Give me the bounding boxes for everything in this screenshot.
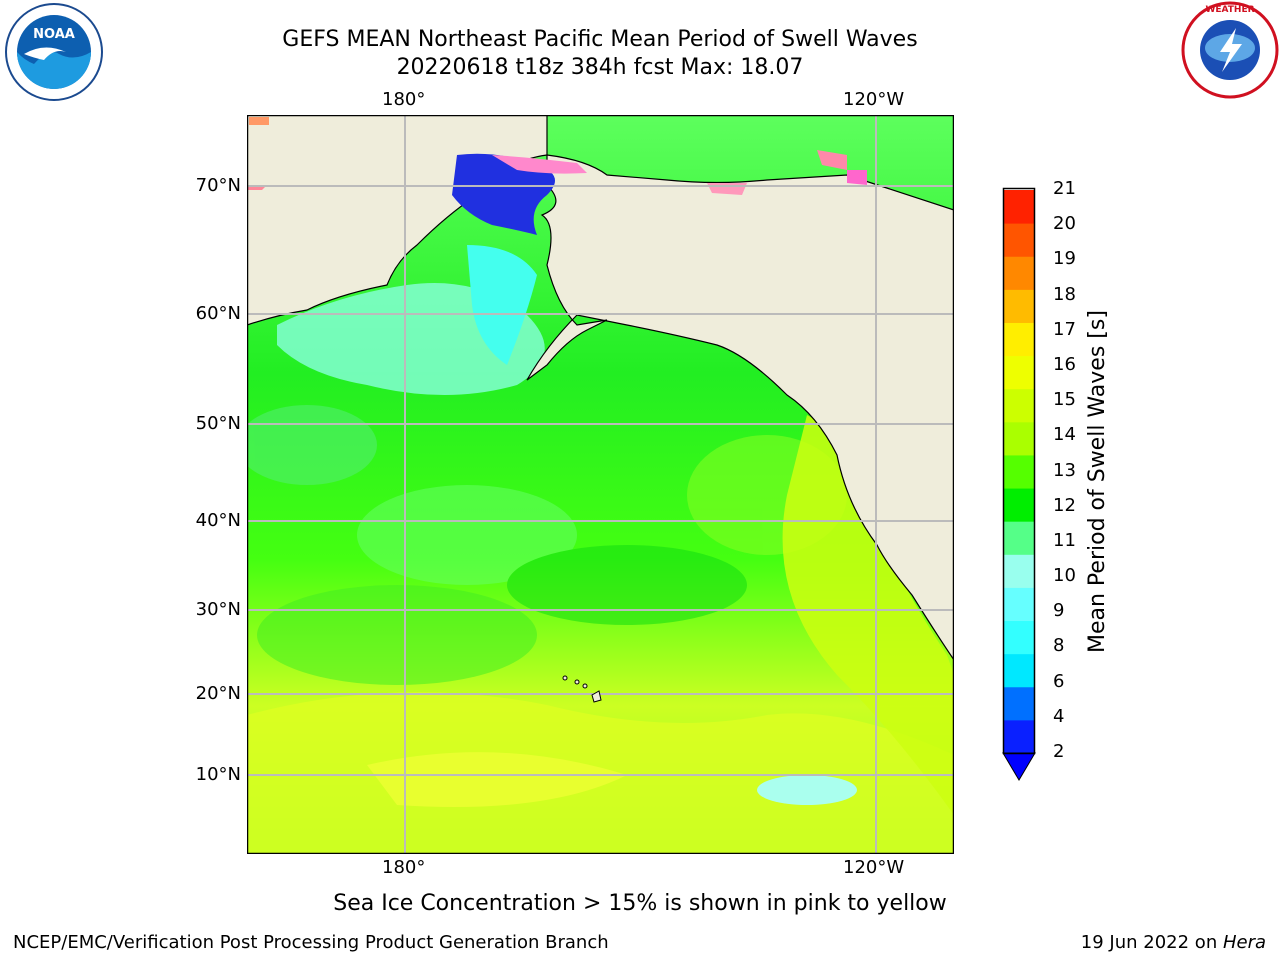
hawaii-islands <box>562 675 602 703</box>
colorbar-tick-label: 21 <box>1053 178 1076 199</box>
colorbar-frame <box>1002 187 1036 755</box>
colorbar-band <box>1004 421 1034 456</box>
colorbar-band <box>1004 719 1034 754</box>
colorbar-band <box>1004 454 1034 489</box>
colorbar-tick-label: 18 <box>1053 283 1076 305</box>
datestamp: 19 Jun 2022 on Hera <box>1080 932 1266 953</box>
colorbar-tick-label: 15 <box>1053 389 1076 411</box>
lat-label-20n: 20°N <box>195 683 241 704</box>
colorbar-band <box>1004 686 1034 721</box>
colorbar-tick-label: 13 <box>1053 459 1076 481</box>
colorbar-tick-label: 8 <box>1053 635 1065 657</box>
lat-label-50n: 50°N <box>195 413 241 434</box>
colorbar-tick-label: 4 <box>1053 705 1065 727</box>
map-frame <box>247 115 954 854</box>
noaa-logo: NOAA <box>5 3 103 101</box>
colorbar-band <box>1004 653 1034 688</box>
colorbar-tick-label: 16 <box>1053 353 1076 375</box>
coastal-long-swell <box>782 415 954 815</box>
lon-label-top-180: 180° <box>382 89 426 110</box>
colorbar-tick-label: 11 <box>1053 529 1076 551</box>
map-subtitle: 20220618 t18z 384h fcst Max: 18.07 <box>396 55 804 80</box>
lon-label-bottom-120w: 120°W <box>843 857 905 878</box>
svg-text:NOAA: NOAA <box>33 27 75 42</box>
colorbar-tick-label: 19 <box>1053 248 1076 270</box>
colorbar-tick-label: 6 <box>1053 670 1065 692</box>
colorbar-band <box>1004 388 1034 423</box>
graticule <box>247 115 954 854</box>
colorbar-extend-low <box>1002 752 1036 781</box>
lat-label-30n: 30°N <box>195 599 241 620</box>
colorbar-band <box>1004 554 1034 588</box>
lon-label-top-120w: 120°W <box>843 89 905 110</box>
colorbar-band <box>1004 223 1034 257</box>
short-swell-patch <box>757 775 857 805</box>
colorbar-band <box>1004 488 1034 522</box>
lat-label-40n: 40°N <box>195 510 241 531</box>
map-title: GEFS MEAN Northeast Pacific Mean Period … <box>282 27 918 52</box>
chukchi-sea-ice <box>452 153 555 235</box>
land-north-america <box>526 154 954 662</box>
swell-period-map <box>247 115 954 854</box>
colorbar-tick-label: 17 <box>1053 318 1076 340</box>
colorbar-tick-label: 2 <box>1053 741 1065 762</box>
colorbar-band <box>1004 620 1034 655</box>
colorbar-tick-label: 20 <box>1053 213 1076 235</box>
colorbar-band <box>1004 256 1034 290</box>
colorbar-band <box>1004 289 1034 323</box>
colorbar-band <box>1004 587 1034 622</box>
colorbar-tick-label: 10 <box>1053 565 1076 587</box>
colorbar-tick-label: 9 <box>1053 600 1065 622</box>
nws-logo: WEATHER <box>1181 1 1279 99</box>
colorbar <box>1002 187 1036 781</box>
colorbar-band <box>1004 190 1034 224</box>
credit-line: NCEP/EMC/Verification Post Processing Pr… <box>13 932 609 953</box>
lat-label-70n: 70°N <box>195 175 241 196</box>
colorbar-band <box>1004 521 1034 555</box>
lat-label-60n: 60°N <box>195 303 241 324</box>
colorbar-band <box>1004 355 1034 390</box>
colorbar-band <box>1004 322 1034 357</box>
colorbar-tick-label: 14 <box>1053 424 1076 446</box>
colorbar-tick-label: 12 <box>1053 494 1076 516</box>
sea-ice-caption: Sea Ice Concentration > 15% is shown in … <box>333 891 947 916</box>
svg-text:WEATHER: WEATHER <box>1205 5 1254 15</box>
lat-label-10n: 10°N <box>195 764 241 785</box>
colorbar-label: Mean Period of Swell Waves [s] <box>1085 310 1110 653</box>
lon-label-bottom-180: 180° <box>382 857 426 878</box>
